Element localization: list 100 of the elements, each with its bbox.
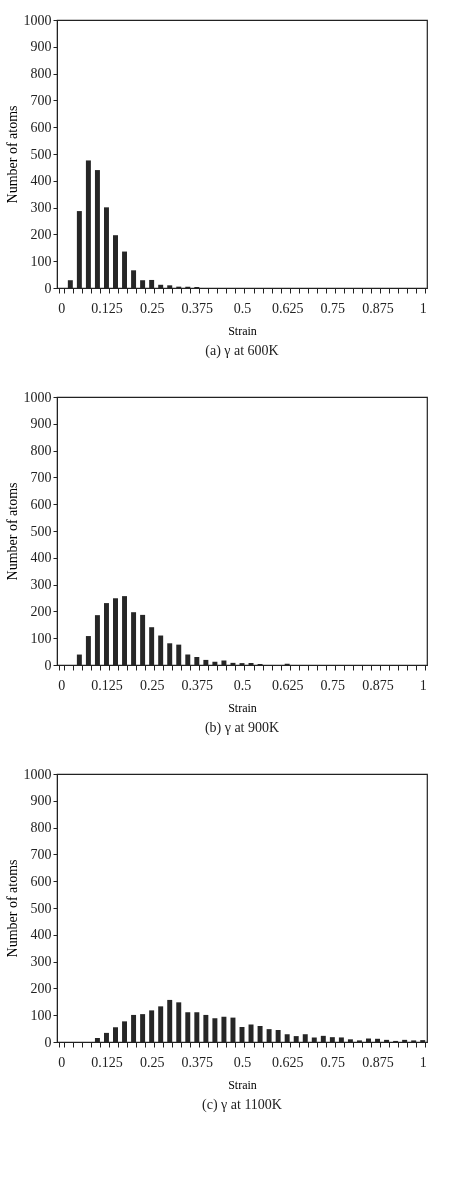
bar	[176, 1002, 182, 1042]
x-tick-label: 0.5	[233, 1054, 252, 1070]
bar	[122, 1021, 128, 1042]
bar	[176, 644, 182, 665]
y-tick-label: 700	[30, 92, 52, 108]
bar	[167, 999, 173, 1042]
y-tick-label: 400	[30, 173, 52, 189]
bar	[203, 1014, 209, 1042]
bar	[94, 1037, 100, 1042]
bar	[194, 656, 200, 665]
y-axis-title: Number of atoms	[4, 859, 20, 958]
bar	[103, 1032, 109, 1042]
bar	[402, 1039, 408, 1042]
bar	[329, 1037, 335, 1042]
bar	[149, 279, 155, 288]
x-tick-label: 1	[419, 677, 427, 693]
bar	[167, 285, 173, 288]
y-axis-title: Number of atoms	[4, 482, 20, 581]
bar	[212, 661, 218, 665]
bar	[302, 1034, 308, 1042]
bar	[76, 211, 82, 288]
bar	[275, 1029, 281, 1042]
x-tick-label: 0.25	[139, 1054, 165, 1070]
x-axis-title: Strain	[228, 1077, 257, 1092]
x-tick-label: 0.625	[271, 300, 304, 316]
y-tick-label: 100	[30, 253, 52, 269]
bar	[131, 270, 137, 288]
bar	[94, 170, 100, 288]
y-tick-label: 500	[30, 900, 52, 916]
y-tick-label: 500	[30, 146, 52, 162]
bar	[85, 636, 91, 665]
bar	[103, 207, 109, 288]
y-tick-label: 800	[30, 443, 52, 459]
bar	[284, 1034, 290, 1042]
x-tick-label: 0.25	[139, 300, 165, 316]
bar	[140, 280, 146, 288]
bar	[113, 1027, 118, 1042]
bar	[122, 596, 128, 665]
y-tick-label: 600	[30, 873, 52, 889]
bar	[158, 1006, 164, 1042]
x-tick-label: 0.375	[181, 1054, 214, 1070]
y-tick-label: 900	[30, 416, 52, 432]
bar	[221, 1016, 227, 1042]
y-tick-label: 700	[30, 469, 52, 485]
bar	[140, 1014, 146, 1042]
x-tick-label: 0.75	[320, 677, 346, 693]
bar	[185, 654, 191, 665]
y-tick-label: 900	[30, 39, 52, 55]
y-tick-label: 400	[30, 927, 52, 943]
y-tick-label: 1000	[23, 389, 52, 405]
x-tick-label: 0.125	[91, 1054, 123, 1070]
y-tick-label: 200	[30, 226, 52, 242]
bar	[76, 654, 82, 665]
bar	[167, 643, 173, 665]
x-tick-label: 1	[419, 1054, 427, 1070]
y-tick-label: 800	[30, 66, 52, 82]
bar	[67, 280, 73, 288]
y-tick-label: 300	[30, 200, 52, 216]
y-tick-label: 500	[30, 523, 52, 539]
bar	[375, 1038, 381, 1042]
bar	[158, 284, 164, 288]
bar	[103, 603, 109, 665]
x-axis-title: Strain	[228, 323, 257, 338]
y-tick-label: 0	[44, 280, 52, 296]
bar	[338, 1037, 344, 1042]
y-tick-label: 200	[30, 603, 52, 619]
bar	[203, 659, 209, 665]
y-tick-label: 300	[30, 954, 52, 970]
text: (b) γ at 900K	[204, 720, 280, 736]
bar	[248, 1024, 254, 1042]
y-tick-label: 0	[44, 657, 52, 673]
y-tick-label: 700	[30, 846, 52, 862]
y-tick-label: 1000	[23, 766, 52, 782]
x-tick-label: 0	[58, 677, 66, 693]
y-tick-label: 100	[30, 630, 52, 646]
bar	[131, 1014, 137, 1042]
bar	[122, 251, 128, 288]
x-tick-label: 0.375	[181, 677, 214, 693]
x-tick-label: 0.625	[271, 677, 304, 693]
bar	[194, 1012, 200, 1042]
y-tick-label: 900	[30, 793, 52, 809]
x-tick-label: 0.125	[91, 300, 123, 316]
bar	[94, 615, 100, 665]
y-tick-label: 600	[30, 119, 52, 135]
bar	[293, 1036, 299, 1042]
text: (a) γ at 600K	[205, 343, 279, 359]
bar	[212, 1018, 218, 1042]
bar	[384, 1039, 390, 1042]
x-tick-label: 0.75	[320, 1054, 346, 1070]
y-tick-label: 200	[30, 980, 52, 996]
x-tick-label: 0.875	[362, 300, 394, 316]
x-tick-label: 0.5	[233, 300, 252, 316]
x-tick-label: 0.375	[181, 300, 214, 316]
x-tick-label: 0.125	[91, 677, 123, 693]
bar	[113, 235, 118, 288]
bar	[85, 160, 91, 288]
text: (c) γ at 1100K	[202, 1097, 282, 1113]
bar	[230, 662, 236, 665]
x-tick-label: 0.25	[139, 677, 165, 693]
bar	[347, 1039, 353, 1042]
